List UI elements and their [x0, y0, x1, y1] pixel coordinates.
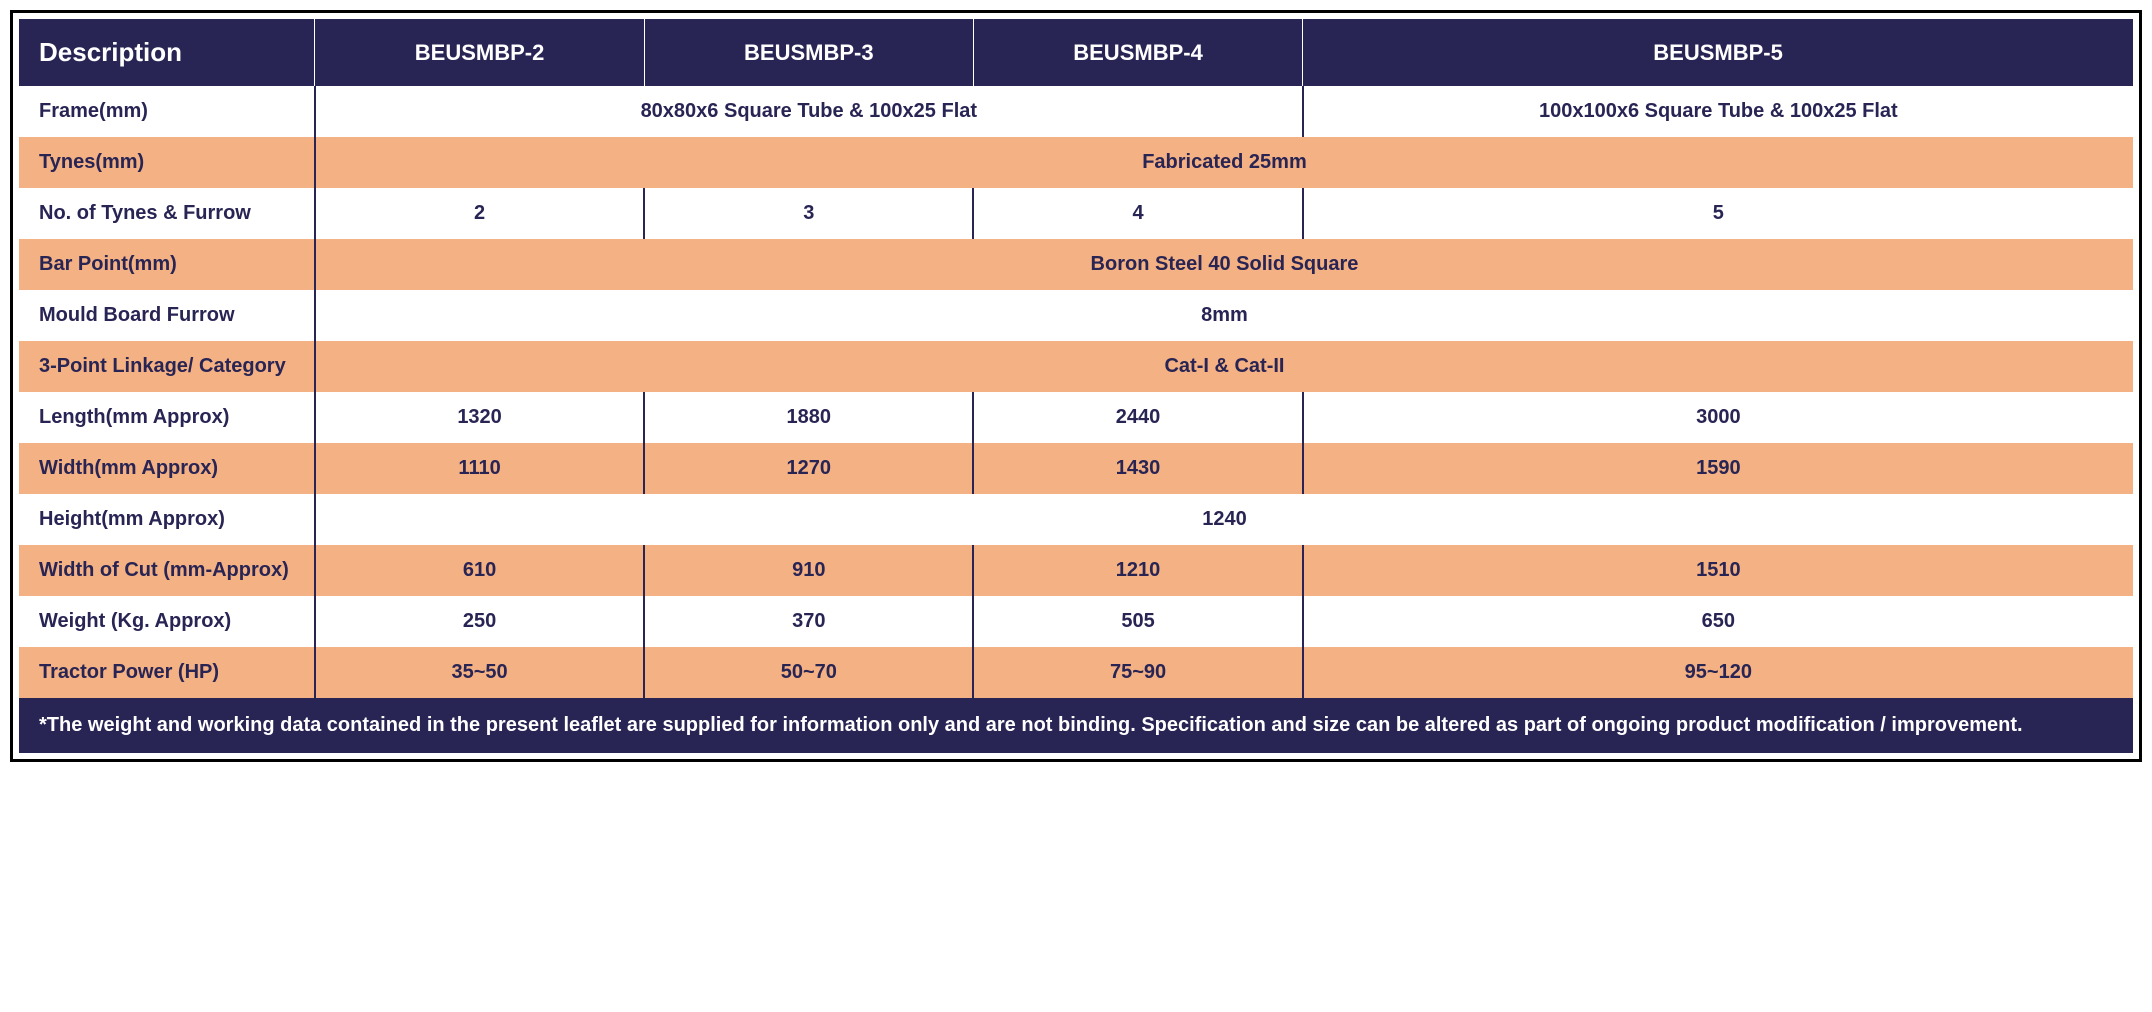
row-label: Tractor Power (HP) [19, 647, 315, 698]
cell: 8mm [315, 290, 2133, 341]
cell: 100x100x6 Square Tube & 100x25 Flat [1303, 86, 2133, 137]
cell: 2 [315, 188, 644, 239]
cell: 1430 [973, 443, 1302, 494]
cell: 1320 [315, 392, 644, 443]
cell: 1210 [973, 545, 1302, 596]
table-row: Width(mm Approx) 1110 1270 1430 1590 [19, 443, 2133, 494]
table-row: Frame(mm) 80x80x6 Square Tube & 100x25 F… [19, 86, 2133, 137]
table-row: Weight (Kg. Approx) 250 370 505 650 [19, 596, 2133, 647]
row-label: Length(mm Approx) [19, 392, 315, 443]
cell: 4 [973, 188, 1302, 239]
cell: 3000 [1303, 392, 2133, 443]
table-row: Height(mm Approx) 1240 [19, 494, 2133, 545]
row-label: Tynes(mm) [19, 137, 315, 188]
cell: 1510 [1303, 545, 2133, 596]
cell: 650 [1303, 596, 2133, 647]
cell: 250 [315, 596, 644, 647]
table-row: No. of Tynes & Furrow 2 3 4 5 [19, 188, 2133, 239]
table-row: Bar Point(mm) Boron Steel 40 Solid Squar… [19, 239, 2133, 290]
footer-note: *The weight and working data contained i… [19, 698, 2133, 753]
header-model-1: BEUSMBP-2 [315, 19, 644, 86]
row-label: Bar Point(mm) [19, 239, 315, 290]
table-footer-row: *The weight and working data contained i… [19, 698, 2133, 753]
row-label: Width(mm Approx) [19, 443, 315, 494]
row-label: No. of Tynes & Furrow [19, 188, 315, 239]
cell: 35~50 [315, 647, 644, 698]
cell: 75~90 [973, 647, 1302, 698]
cell: 1590 [1303, 443, 2133, 494]
row-label: Mould Board Furrow [19, 290, 315, 341]
row-label: Weight (Kg. Approx) [19, 596, 315, 647]
spec-table-frame: Description BEUSMBP-2 BEUSMBP-3 BEUSMBP-… [10, 10, 2142, 762]
cell: 80x80x6 Square Tube & 100x25 Flat [315, 86, 1303, 137]
header-model-3: BEUSMBP-4 [973, 19, 1302, 86]
cell: 610 [315, 545, 644, 596]
table-row: Width of Cut (mm-Approx) 610 910 1210 15… [19, 545, 2133, 596]
row-label: Width of Cut (mm-Approx) [19, 545, 315, 596]
cell: 505 [973, 596, 1302, 647]
table-header-row: Description BEUSMBP-2 BEUSMBP-3 BEUSMBP-… [19, 19, 2133, 86]
table-row: Tractor Power (HP) 35~50 50~70 75~90 95~… [19, 647, 2133, 698]
table-row: Mould Board Furrow 8mm [19, 290, 2133, 341]
cell: 1110 [315, 443, 644, 494]
header-model-4: BEUSMBP-5 [1303, 19, 2133, 86]
header-model-2: BEUSMBP-3 [644, 19, 973, 86]
table-row: Tynes(mm) Fabricated 25mm [19, 137, 2133, 188]
cell: 1880 [644, 392, 973, 443]
table-row: Length(mm Approx) 1320 1880 2440 3000 [19, 392, 2133, 443]
cell: 1240 [315, 494, 2133, 545]
cell: 370 [644, 596, 973, 647]
cell: 1270 [644, 443, 973, 494]
row-label: 3-Point Linkage/ Category [19, 341, 315, 392]
cell: 2440 [973, 392, 1302, 443]
cell: 95~120 [1303, 647, 2133, 698]
cell: Cat-I & Cat-II [315, 341, 2133, 392]
row-label: Height(mm Approx) [19, 494, 315, 545]
cell: Boron Steel 40 Solid Square [315, 239, 2133, 290]
cell: 910 [644, 545, 973, 596]
spec-table: Description BEUSMBP-2 BEUSMBP-3 BEUSMBP-… [19, 19, 2133, 753]
cell: 5 [1303, 188, 2133, 239]
cell: 50~70 [644, 647, 973, 698]
header-description: Description [19, 19, 315, 86]
table-row: 3-Point Linkage/ Category Cat-I & Cat-II [19, 341, 2133, 392]
row-label: Frame(mm) [19, 86, 315, 137]
cell: Fabricated 25mm [315, 137, 2133, 188]
cell: 3 [644, 188, 973, 239]
